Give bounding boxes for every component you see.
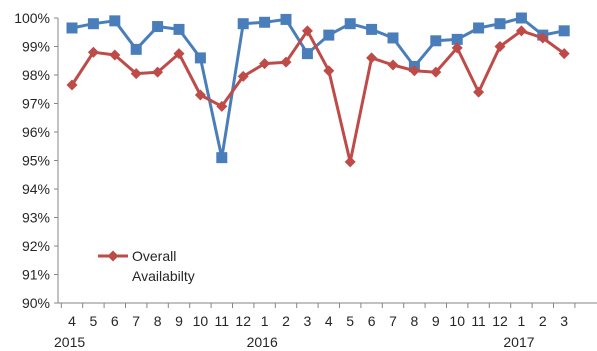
data-point-diamond	[216, 100, 228, 112]
data-point-diamond	[515, 25, 527, 37]
data-point-diamond	[430, 66, 442, 78]
x-tick-label: 6	[368, 313, 376, 329]
x-tick-label: 7	[132, 313, 140, 329]
data-point-diamond	[451, 42, 463, 54]
data-point-square	[194, 52, 206, 64]
y-tick-label: 91%	[22, 267, 50, 283]
y-tick-label: 100%	[14, 10, 50, 26]
data-point-diamond	[537, 32, 549, 44]
data-point-square	[280, 13, 292, 25]
x-tick-label: 12	[492, 313, 508, 329]
x-tick-label: 11	[471, 313, 486, 329]
x-tick-label: 1	[518, 313, 526, 329]
data-point-square	[473, 22, 485, 34]
data-point-diamond	[152, 66, 164, 78]
data-point-diamond	[66, 79, 78, 91]
data-point-diamond	[366, 52, 378, 64]
data-point-square	[494, 18, 506, 30]
data-point-square	[301, 48, 313, 60]
x-tick-label: 5	[346, 313, 354, 329]
data-point-diamond	[194, 89, 206, 101]
data-point-square	[344, 18, 356, 30]
data-point-square	[109, 15, 121, 27]
y-tick-label: 96%	[22, 124, 50, 140]
data-point-square	[323, 29, 335, 41]
legend-label: Overall	[132, 248, 176, 264]
data-point-square	[66, 22, 78, 34]
data-point-square	[237, 18, 249, 30]
data-point-diamond	[344, 156, 356, 168]
data-point-diamond	[280, 56, 292, 68]
data-point-square	[558, 25, 570, 37]
series-line-0	[70, 16, 566, 160]
data-point-square	[87, 18, 99, 30]
data-point-diamond	[130, 68, 142, 80]
data-point-diamond	[387, 59, 399, 71]
y-tick-label: 97%	[22, 96, 50, 112]
year-label: 2015	[54, 334, 85, 350]
x-tick-label: 8	[411, 313, 419, 329]
data-point-diamond	[408, 65, 420, 77]
data-point-square	[366, 23, 378, 35]
data-point-diamond	[323, 65, 335, 77]
data-point-square	[430, 35, 442, 47]
x-tick-label: 4	[68, 313, 76, 329]
data-point-square	[216, 152, 228, 164]
data-point-diamond	[473, 86, 485, 98]
x-tick-label: 3	[560, 313, 568, 329]
data-point-diamond	[237, 70, 249, 82]
data-point-square	[173, 23, 185, 35]
data-point-square	[387, 32, 399, 44]
x-tick-label: 4	[325, 313, 333, 329]
x-tick-label: 9	[175, 313, 183, 329]
x-tick-label: 10	[449, 313, 465, 329]
data-point-square	[515, 12, 527, 24]
series-line-1	[70, 29, 566, 164]
x-tick-label: 11	[215, 313, 230, 329]
year-label: 2017	[503, 334, 534, 350]
y-tick-label: 95%	[22, 153, 50, 169]
y-tick-label: 93%	[22, 210, 50, 226]
data-point-diamond	[173, 48, 185, 60]
x-tick-label: 8	[154, 313, 162, 329]
x-tick-label: 12	[235, 313, 251, 329]
x-tick-label: 2	[282, 313, 290, 329]
data-point-square	[152, 21, 164, 33]
year-label: 2016	[247, 334, 278, 350]
y-tick-label: 94%	[22, 181, 50, 197]
x-tick-label: 7	[389, 313, 397, 329]
y-tick-label: 99%	[22, 39, 50, 55]
x-tick-label: 5	[90, 313, 98, 329]
data-point-diamond	[87, 46, 99, 58]
x-tick-label: 6	[111, 313, 119, 329]
x-tick-label: 2	[539, 313, 547, 329]
data-point-square	[259, 16, 271, 28]
y-tick-label: 98%	[22, 67, 50, 83]
legend-marker-diamond	[107, 250, 119, 262]
data-point-diamond	[259, 58, 271, 70]
data-point-diamond	[109, 49, 121, 61]
x-tick-label: 9	[432, 313, 440, 329]
x-tick-label: 10	[193, 313, 209, 329]
data-point-square	[130, 43, 142, 55]
y-tick-label: 92%	[22, 238, 50, 254]
data-point-diamond	[301, 25, 313, 37]
y-tick-label: 90%	[22, 295, 50, 311]
x-tick-label: 3	[304, 313, 312, 329]
legend-label: Availabilty	[132, 268, 195, 284]
data-point-diamond	[494, 41, 506, 52]
data-point-diamond	[558, 48, 570, 60]
x-tick-label: 1	[261, 313, 269, 329]
data-point-square	[451, 33, 463, 45]
